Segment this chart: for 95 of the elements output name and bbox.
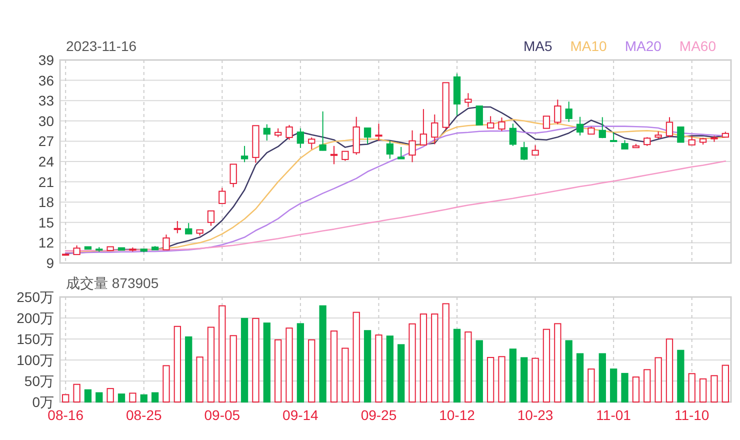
candlestick	[330, 145, 338, 165]
y-tick-label: 50万	[24, 373, 54, 389]
x-tick-label: 11-10	[674, 407, 710, 423]
bar	[274, 339, 282, 402]
bar	[486, 356, 494, 402]
bar	[185, 336, 192, 402]
y-tick-label: 9	[46, 255, 54, 271]
bar	[174, 326, 181, 402]
bar	[666, 338, 674, 402]
bar	[342, 348, 349, 402]
bar	[654, 357, 662, 402]
y-tick-label: 30	[38, 112, 54, 129]
x-tick-label: 10-23	[517, 407, 554, 423]
bar	[442, 303, 450, 402]
bar	[364, 330, 372, 402]
bar	[73, 384, 80, 402]
x-tick-label: 08-25	[126, 407, 162, 423]
bar	[386, 336, 394, 402]
bar	[464, 331, 472, 402]
bar	[375, 334, 382, 402]
y-tick-label: 12	[38, 234, 54, 251]
bar	[588, 368, 595, 402]
bar	[240, 318, 248, 402]
bar	[520, 357, 528, 402]
y-tick-label: 250万	[16, 289, 54, 305]
bar	[565, 340, 572, 402]
bar	[352, 312, 360, 402]
bar	[532, 358, 539, 402]
bar	[140, 394, 148, 402]
bar	[610, 368, 618, 402]
bar	[319, 305, 326, 402]
bar	[576, 353, 584, 402]
candlestick	[431, 114, 438, 145]
bar	[398, 344, 405, 402]
y-tick-label: 15	[38, 214, 54, 230]
chart-title: 成交量 873905	[66, 275, 159, 291]
bar	[218, 305, 226, 402]
bar	[230, 335, 237, 402]
y-tick-label: 36	[38, 72, 54, 88]
bar	[621, 372, 628, 402]
bar	[509, 348, 516, 402]
bar	[710, 375, 718, 402]
y-tick-label: 200万	[16, 310, 54, 326]
bar	[677, 350, 684, 402]
bar	[252, 318, 260, 402]
bar	[554, 323, 562, 402]
bar	[296, 323, 304, 402]
x-tick-label: 09-14	[282, 407, 319, 423]
y-tick-label: 0万	[32, 394, 54, 410]
bar	[263, 322, 270, 402]
chart-title: 2023-11-16	[66, 38, 137, 54]
bar	[722, 364, 729, 402]
bar	[62, 394, 70, 402]
bar	[688, 373, 696, 402]
bar	[84, 389, 92, 402]
y-tick-label: 39	[38, 52, 54, 68]
x-tick-label: 09-05	[204, 407, 240, 423]
text: MA10	[570, 38, 608, 54]
bar	[542, 328, 550, 402]
bar	[453, 328, 461, 402]
bar	[699, 378, 707, 402]
text: MA20	[624, 38, 662, 54]
bar	[162, 365, 170, 402]
bar	[644, 369, 651, 402]
text: MA5	[523, 38, 552, 54]
bar	[106, 388, 114, 402]
bar	[330, 330, 338, 402]
bar	[498, 356, 506, 402]
y-tick-label: 24	[38, 154, 54, 170]
bar	[308, 339, 316, 402]
bar	[598, 353, 606, 402]
bar	[408, 323, 416, 402]
x-tick-label: 11-01	[596, 407, 632, 423]
bar	[632, 376, 640, 402]
y-tick-label: 18	[38, 194, 54, 210]
candlestick	[375, 123, 382, 142]
bar	[196, 356, 204, 402]
bar	[129, 392, 136, 402]
bar	[151, 392, 159, 402]
bar	[431, 314, 438, 402]
bar	[207, 326, 215, 402]
bar	[476, 340, 483, 402]
y-tick-label: 100万	[16, 352, 54, 368]
x-tick-label: 09-25	[360, 407, 397, 423]
y-tick-label: 27	[38, 133, 54, 150]
text: MA60	[679, 38, 716, 54]
bar	[96, 392, 103, 402]
bar	[286, 328, 293, 402]
bar	[118, 394, 126, 402]
bar	[420, 314, 428, 402]
y-tick-label: 150万	[16, 331, 54, 347]
x-tick-label: 10-12	[439, 407, 476, 423]
candlestick	[408, 130, 416, 163]
y-tick-label: 33	[38, 92, 54, 109]
y-tick-label: 21	[38, 174, 54, 190]
